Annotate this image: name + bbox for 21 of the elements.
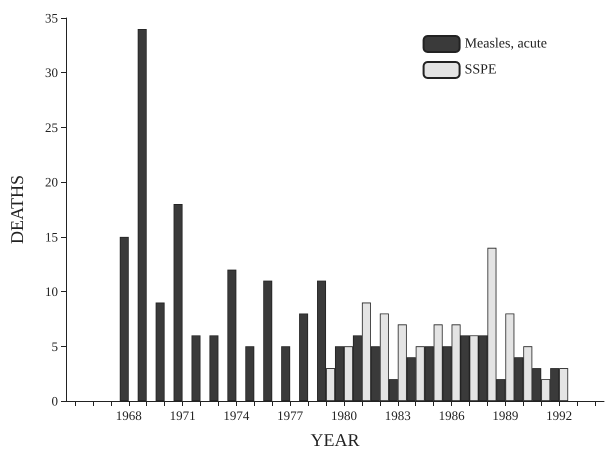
y-tick-label: 30: [45, 65, 58, 80]
y-tick-label: 35: [45, 10, 58, 26]
x-tick-label: 1989: [492, 408, 518, 423]
x-tick-label: 1968: [116, 408, 142, 423]
x-tick-label: 1980: [330, 408, 357, 423]
x-tick-label: 1974: [223, 408, 250, 423]
y-tick-label: 20: [45, 174, 58, 190]
x-tick-label: 1992: [546, 408, 572, 423]
y-tick-label: 0: [52, 394, 58, 408]
y-axis-title: DEATHS: [7, 174, 27, 244]
y-tick-label: 15: [45, 229, 58, 244]
y-tick-label: 25: [45, 120, 58, 135]
x-tick-label: 1971: [170, 408, 196, 423]
y-tick-label: 5: [52, 338, 58, 354]
x-tick-label: 1983: [384, 408, 411, 423]
x-axis-title: YEAR: [310, 430, 360, 450]
y-tick-label: 10: [45, 284, 58, 300]
x-tick-label: 1986: [438, 408, 466, 423]
x-tick-label: 1977: [277, 408, 304, 423]
legend-label: Measles, acute: [464, 36, 548, 52]
legend-label: SSPE: [464, 62, 497, 78]
